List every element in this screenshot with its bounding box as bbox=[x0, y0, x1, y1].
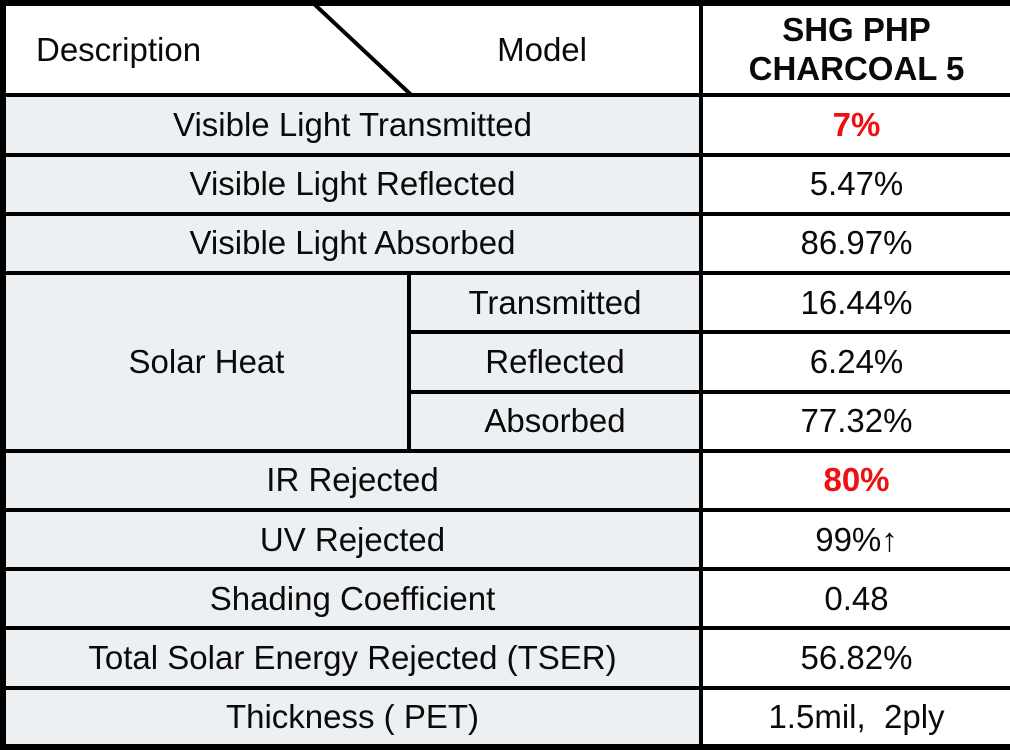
row-solar-heat-transmitted: Solar Heat Transmitted 16.44% bbox=[1, 271, 1010, 453]
row-value: 7% bbox=[699, 93, 1010, 157]
row-ir-rejected: IR Rejected 80% bbox=[1, 448, 1010, 513]
row-value: 86.97% bbox=[699, 211, 1010, 276]
row-value: 1.5mil, 2ply bbox=[699, 685, 1010, 750]
row-sublabel: Reflected bbox=[407, 330, 703, 394]
model-name-cell: SHG PHP CHARCOAL 5 bbox=[699, 0, 1010, 98]
row-thickness: Thickness ( PET) 1.5mil, 2ply bbox=[1, 685, 1010, 750]
row-sublabel: Absorbed bbox=[407, 389, 703, 453]
row-value: 56.82% bbox=[699, 626, 1010, 690]
row-visible-light-reflected: Visible Light Reflected 5.47% bbox=[1, 152, 1010, 216]
row-label: Shading Coefficient bbox=[1, 567, 703, 631]
row-label: Visible Light Reflected bbox=[1, 152, 703, 216]
row-solar-heat-reflected: Reflected 6.24% bbox=[3, 330, 1010, 394]
row-value: 5.47% bbox=[699, 152, 1010, 216]
row-visible-light-absorbed: Visible Light Absorbed 86.97% bbox=[1, 211, 1010, 276]
row-label: Visible Light Absorbed bbox=[1, 211, 703, 276]
diagonal-divider-line bbox=[314, 7, 411, 92]
row-label: IR Rejected bbox=[1, 448, 703, 513]
row-label: Thickness ( PET) bbox=[1, 685, 703, 750]
description-header-label: Description bbox=[36, 30, 202, 68]
row-label: UV Rejected bbox=[1, 507, 703, 572]
model-name-line2: CHARCOAL 5 bbox=[748, 49, 965, 87]
header-row: Description Model SHG PHP CHARCOAL 5 bbox=[1, 0, 1010, 98]
row-value: 80% bbox=[699, 448, 1010, 513]
model-header-label: Model bbox=[497, 30, 587, 68]
row-total-solar-energy-rejected: Total Solar Energy Rejected (TSER) 56.82… bbox=[1, 626, 1010, 690]
row-value: 16.44% bbox=[699, 271, 1010, 335]
row-sublabel: Transmitted bbox=[407, 271, 703, 335]
row-solar-heat-absorbed: Absorbed 77.32% bbox=[3, 389, 1010, 453]
row-value: 77.32% bbox=[699, 389, 1010, 453]
row-value: 0.48 bbox=[699, 567, 1010, 631]
row-label: Total Solar Energy Rejected (TSER) bbox=[1, 626, 703, 690]
row-value: 6.24% bbox=[699, 330, 1010, 394]
row-shading-coefficient: Shading Coefficient 0.48 bbox=[1, 567, 1010, 631]
description-model-header-cell: Description Model bbox=[1, 0, 703, 98]
solar-heat-group-label: Solar Heat bbox=[1, 271, 411, 453]
row-value: 99%↑ bbox=[699, 507, 1010, 572]
row-label: Visible Light Transmitted bbox=[1, 93, 703, 157]
row-uv-rejected: UV Rejected 99%↑ bbox=[1, 507, 1010, 572]
row-visible-light-transmitted: Visible Light Transmitted 7% bbox=[1, 93, 1010, 157]
model-name-line1: SHG PHP bbox=[782, 11, 931, 49]
